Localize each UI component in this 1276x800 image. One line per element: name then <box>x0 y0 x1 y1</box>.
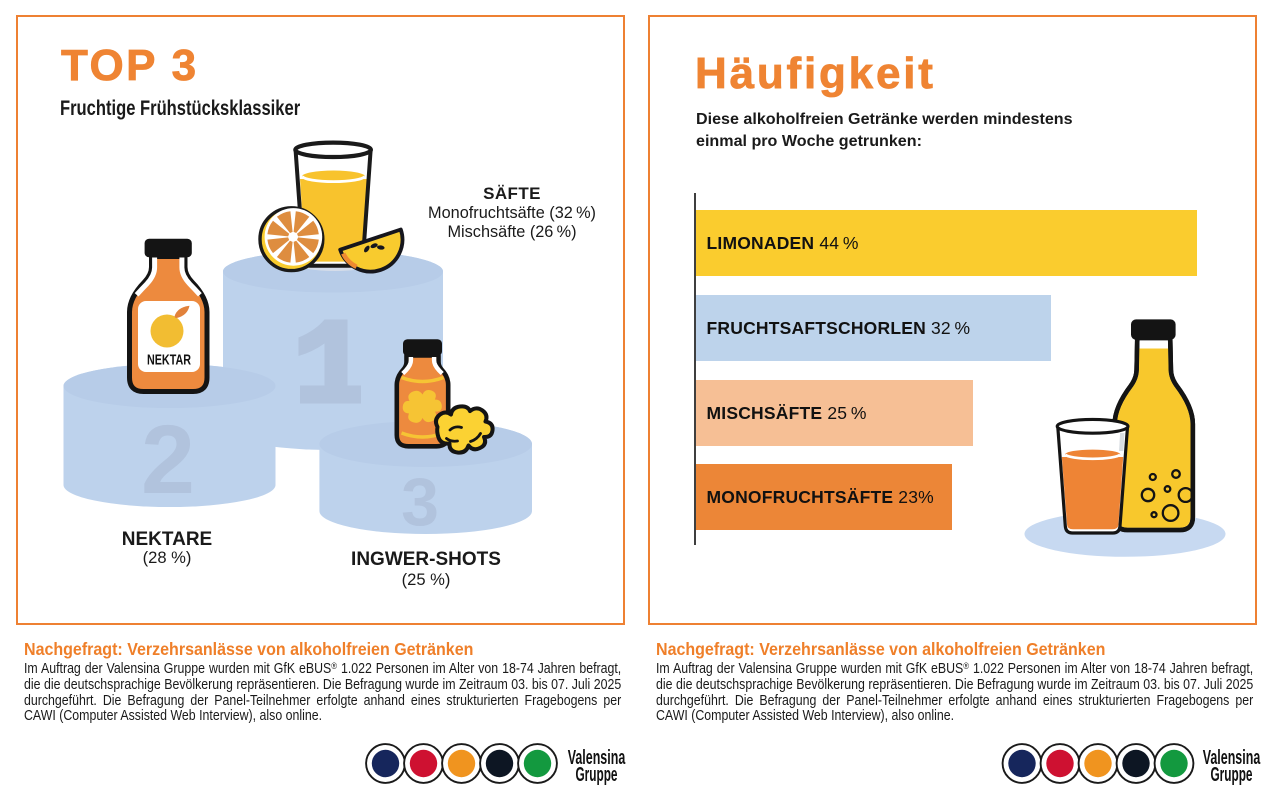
svg-text:3: 3 <box>401 464 439 540</box>
svg-text:NEKTAR: NEKTAR <box>147 353 191 369</box>
svg-text:Valensina: Valensina <box>568 746 626 769</box>
svg-text:2: 2 <box>141 405 195 514</box>
svg-text:Gruppe: Gruppe <box>576 763 618 786</box>
svg-text:Valensina: Valensina <box>1203 746 1261 769</box>
svg-text:Gruppe: Gruppe <box>1211 763 1253 786</box>
